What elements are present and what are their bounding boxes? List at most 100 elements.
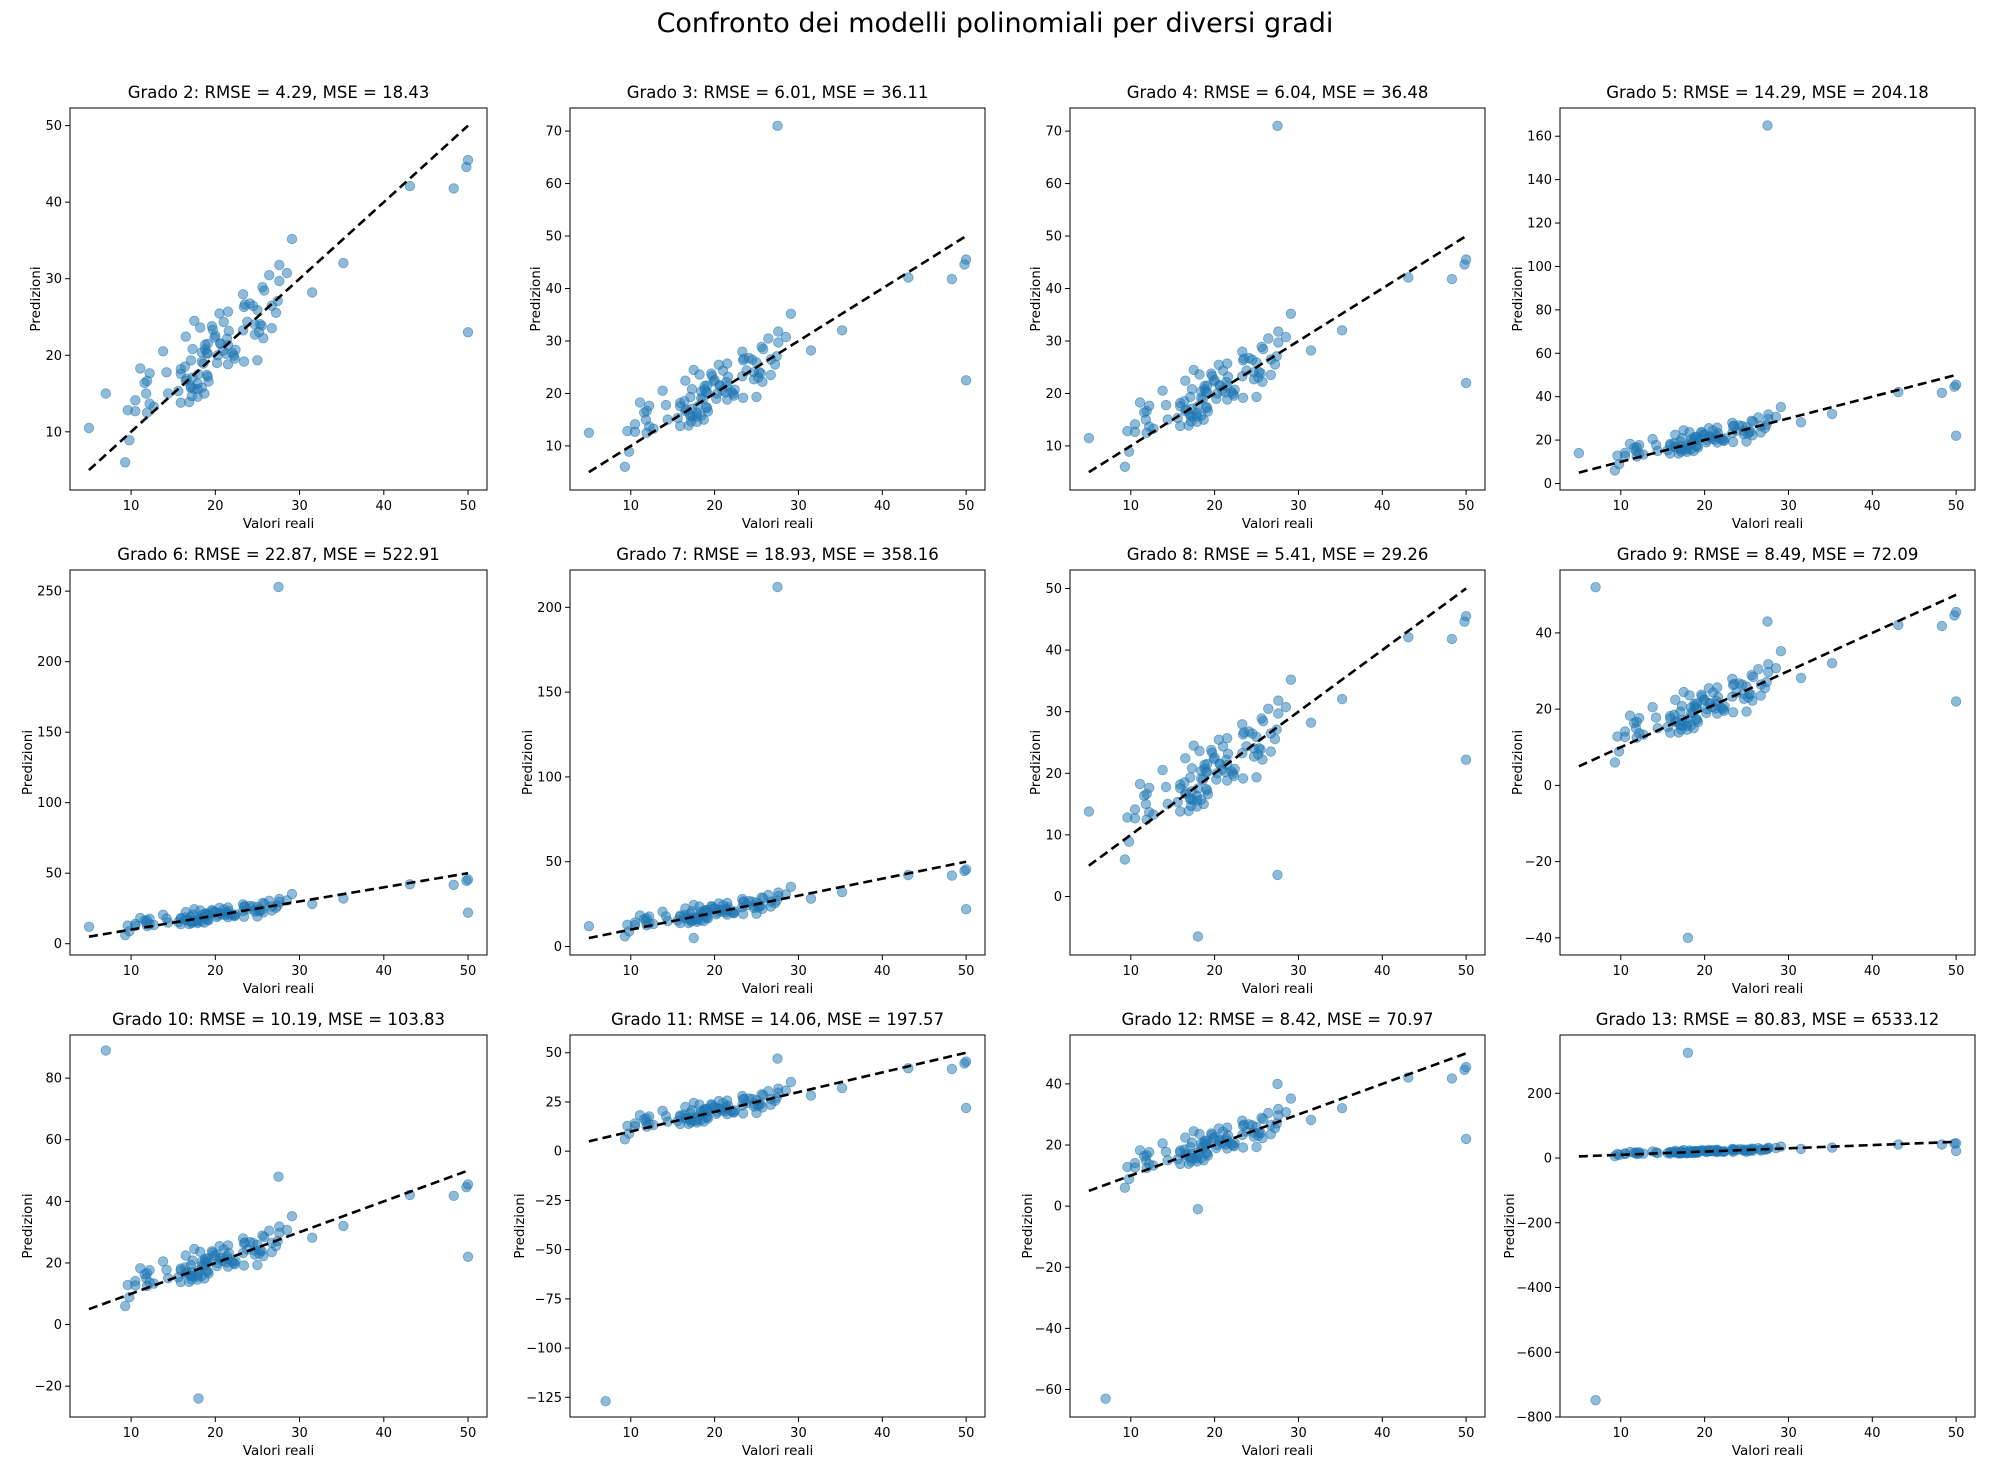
scatter-point <box>1129 1157 1141 1169</box>
scatter-point <box>1083 806 1095 817</box>
scatter-point <box>1263 703 1274 715</box>
scatter-point <box>1119 854 1131 865</box>
y-tick-label: −40 <box>1525 931 1552 946</box>
scatter-point <box>772 120 783 132</box>
scatter-point <box>686 403 698 414</box>
x-axis-label: Valori reali <box>243 516 314 532</box>
scatter-point <box>1265 1128 1277 1140</box>
x-axis-label: Valori reali <box>243 1443 314 1459</box>
scatter-point <box>1682 932 1694 944</box>
y-tick-label: 0 <box>1544 1152 1552 1167</box>
y-tick-label: −125 <box>526 1391 562 1406</box>
scatter-point <box>256 320 267 331</box>
scatter-point <box>737 1094 749 1105</box>
scatter-point <box>946 870 958 881</box>
scatter-point <box>1134 397 1146 408</box>
scatter-point <box>201 347 213 359</box>
scatter-point <box>130 395 141 406</box>
scatter-point <box>1186 403 1198 414</box>
scatter-point <box>694 369 705 380</box>
scatter-point <box>1664 713 1676 724</box>
scatter-point <box>1157 385 1168 396</box>
reference-line <box>588 860 967 940</box>
scatter-point <box>644 400 655 412</box>
scatter-point <box>805 345 817 356</box>
y-tick-label: 160 <box>1527 130 1552 145</box>
scatter-point <box>1446 633 1458 645</box>
scatter-point <box>711 393 722 405</box>
y-tick-label: 50 <box>45 867 62 882</box>
y-tick-label: 20 <box>545 387 562 402</box>
scatter-point <box>836 1082 848 1094</box>
scatter-point <box>1217 741 1229 752</box>
y-tick-label: 0 <box>554 1145 562 1160</box>
scatter-point <box>462 1179 474 1190</box>
x-tick-label: 50 <box>1948 1426 1965 1441</box>
reference-line <box>1088 1052 1467 1193</box>
scatter-point <box>1770 663 1782 674</box>
y-tick-label: 100 <box>1527 260 1552 275</box>
scatter-point <box>1701 707 1712 719</box>
x-tick-label: 10 <box>623 964 640 979</box>
scatter-point <box>252 304 263 316</box>
subplot-11: Grado 12: RMSE = 8.42, MSE = 70.97 10 20 30… <box>1020 1010 1486 1459</box>
y-tick-label: 60 <box>1535 347 1552 362</box>
scatter-point <box>1795 417 1807 428</box>
scatter-point <box>1265 746 1277 757</box>
scatter-point <box>805 893 817 904</box>
scatter-point <box>1336 1102 1348 1114</box>
scatter-point <box>773 337 784 348</box>
x-axis-label: Valori reali <box>243 981 314 997</box>
scatter-point <box>728 390 740 401</box>
y-tick-label: −25 <box>535 1194 562 1209</box>
y-tick-label: 20 <box>45 349 62 364</box>
scatter-point <box>1211 774 1222 785</box>
scatter-point <box>737 392 749 404</box>
scatter-point <box>1403 632 1414 643</box>
scatter-point <box>139 377 150 389</box>
scatter-point <box>1100 1393 1111 1404</box>
scatter-point <box>1273 326 1284 337</box>
scatter-point <box>1305 345 1317 356</box>
scatter-point <box>211 357 223 369</box>
scatter-point <box>180 331 192 342</box>
scatter-point <box>1675 706 1686 717</box>
scatter-point <box>619 461 631 473</box>
scatter-point <box>1670 429 1681 441</box>
scatter-point <box>1185 800 1197 812</box>
scatter-point <box>1753 664 1764 675</box>
y-axis-label: Predizioni <box>20 1193 36 1258</box>
scatter-point <box>1198 414 1209 425</box>
scatter-point <box>1746 415 1757 427</box>
scatter-point <box>1140 798 1152 810</box>
scatter-point <box>1185 416 1197 427</box>
scatter-point <box>685 416 697 427</box>
scatter-point <box>448 183 459 194</box>
x-tick-label: 20 <box>1696 964 1713 979</box>
x-tick-label: 10 <box>1613 964 1630 979</box>
scatter-point <box>1180 1132 1191 1143</box>
scatter-point <box>404 180 416 192</box>
scatter-point <box>1211 393 1222 405</box>
y-axis-label: Predizioni <box>1502 1193 1518 1258</box>
x-tick-label: 20 <box>706 964 723 979</box>
scatter-point <box>202 338 213 350</box>
y-tick-label: 0 <box>1544 779 1552 794</box>
y-tick-label: 10 <box>45 425 62 440</box>
scatter-point <box>634 397 646 408</box>
scatter-point <box>161 367 172 378</box>
subplot-2: Grado 3: RMSE = 6.01, MSE = 36.11 10 20 30 4… <box>528 83 986 532</box>
y-tick-label: 40 <box>1535 390 1552 405</box>
scatter-point <box>1446 1073 1458 1084</box>
scatter-point <box>772 581 783 593</box>
scatter-point <box>256 1245 267 1257</box>
scatter-point <box>222 306 234 317</box>
y-tick-label: 70 <box>1045 125 1062 140</box>
axes-frame <box>569 1034 986 1418</box>
y-tick-label: 30 <box>545 334 562 349</box>
x-axis-label: Valori reali <box>1242 1443 1313 1459</box>
scatter-point <box>135 363 146 374</box>
scatter-point <box>629 419 641 430</box>
y-tick-label: 0 <box>1544 477 1552 492</box>
x-tick-label: 30 <box>1780 964 1797 979</box>
